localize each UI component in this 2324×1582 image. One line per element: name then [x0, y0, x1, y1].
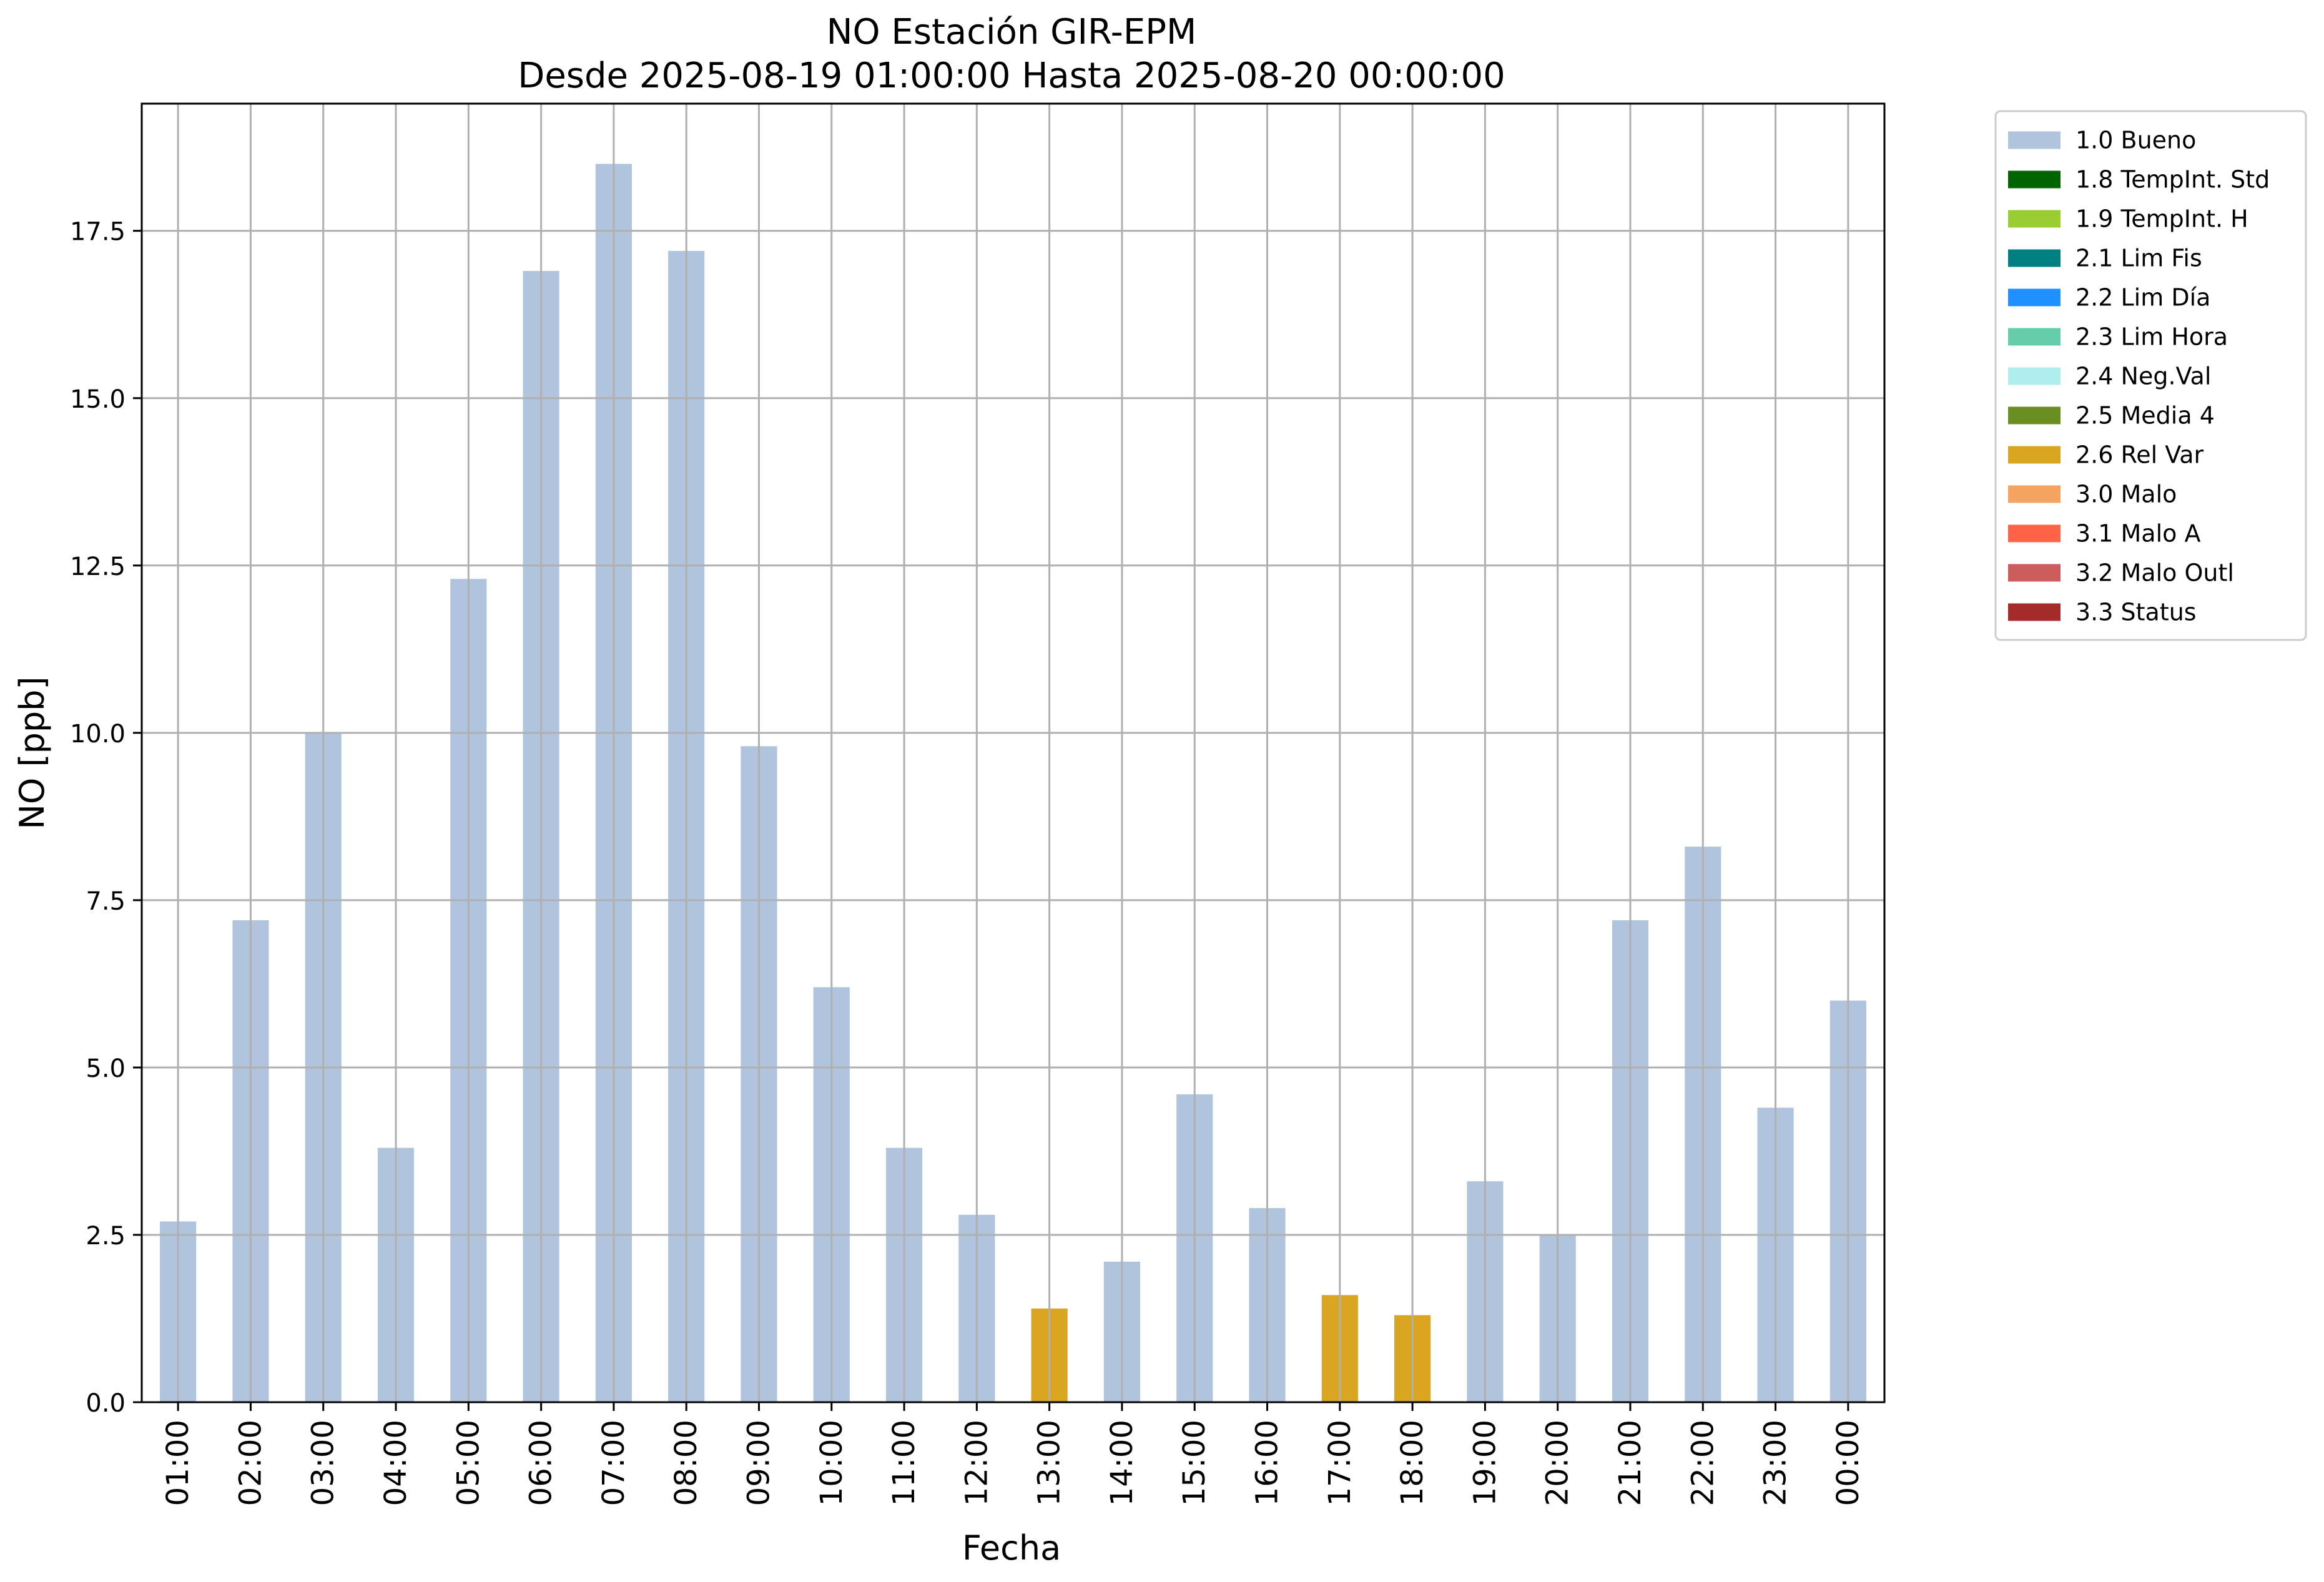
legend-entry: 2.5 Media 4 [2075, 402, 2215, 430]
legend-entry: 3.0 Malo [2075, 481, 2177, 508]
x-tick-label: 19:00 [1467, 1420, 1502, 1506]
y-tick-label: 5.0 [86, 1054, 126, 1083]
x-tick-label: 23:00 [1758, 1420, 1793, 1506]
x-axis-label: Fecha [962, 1528, 1061, 1568]
legend-swatch [2008, 131, 2061, 149]
plot-frame [140, 102, 1886, 1403]
y-tick-label: 2.5 [86, 1222, 126, 1250]
legend-entry: 3.1 Malo A [2075, 520, 2200, 548]
x-tick-label: 10:00 [814, 1420, 849, 1506]
legend-entry: 3.3 Status [2075, 599, 2197, 626]
legend-swatch [2008, 170, 2061, 189]
grid [142, 104, 1884, 1403]
legend-entry: 2.6 Rel Var [2075, 441, 2204, 469]
x-tick-label: 20:00 [1540, 1420, 1575, 1506]
legend-entry: 1.8 TempInt. Std [2075, 166, 2270, 194]
legend-entry: 2.1 Lim Fis [2075, 245, 2202, 272]
legend-swatch [2008, 485, 2061, 503]
x-axis: 01:00 02:00 03:00 04:00 05:00 06:00 07:00 08:00… [160, 1402, 1866, 1506]
legend-box [1994, 110, 2307, 641]
x-tick-label: 01:00 [160, 1420, 195, 1506]
x-tick-label: 15:00 [1177, 1420, 1212, 1506]
chart-title: NO Estación GIR-EPM [827, 12, 1197, 52]
x-tick-label: 05:00 [451, 1420, 486, 1506]
legend-swatch [2008, 328, 2061, 346]
x-tick-label: 14:00 [1105, 1420, 1140, 1506]
chart-subtitle: Desde 2025-08-19 01:00:00 Hasta 2025-08-… [518, 56, 1505, 96]
legend-entry: 3.2 Malo Outl [2075, 559, 2234, 587]
x-tick-label: 13:00 [1032, 1420, 1067, 1506]
x-tick-label: 07:00 [596, 1420, 631, 1506]
legend: 1.0 Bueno 1.8 TempInt. Std 1.9 TempInt. H 2… [1994, 110, 2307, 641]
legend-entry: 2.2 Lim Día [2075, 284, 2210, 312]
legend-swatch [2008, 603, 2061, 621]
legend-swatch [2008, 564, 2061, 582]
x-tick-label: 02:00 [233, 1420, 268, 1506]
legend-swatch [2008, 406, 2061, 425]
y-axis: 0.0 2.5 5.0 7.5 10.0 12.5 15.0 17.5 [70, 218, 142, 1418]
y-tick-label: 10.0 [70, 720, 126, 749]
legend-entry: 1.9 TempInt. H [2075, 205, 2248, 233]
x-tick-label: 18:00 [1395, 1420, 1430, 1506]
y-tick-label: 12.5 [70, 553, 126, 581]
x-tick-label: 16:00 [1250, 1420, 1285, 1506]
legend-swatch [2008, 367, 2061, 385]
x-tick-label: 00:00 [1831, 1420, 1866, 1506]
x-tick-label: 17:00 [1322, 1420, 1357, 1506]
x-tick-label: 03:00 [306, 1420, 341, 1506]
x-tick-label: 04:00 [378, 1420, 413, 1506]
y-tick-label: 15.0 [70, 385, 126, 414]
legend-swatch [2008, 446, 2061, 464]
legend-swatch [2008, 249, 2061, 267]
y-tick-label: 17.5 [70, 218, 126, 247]
x-tick-label: 08:00 [669, 1420, 704, 1506]
x-tick-label: 12:00 [959, 1420, 994, 1506]
x-tick-label: 09:00 [741, 1420, 776, 1506]
legend-entry: 2.3 Lim Hora [2075, 323, 2228, 351]
legend-swatch [2008, 288, 2061, 307]
x-tick-label: 06:00 [524, 1420, 559, 1506]
legend-entry: 2.4 Neg.Val [2075, 363, 2211, 390]
x-tick-label: 11:00 [887, 1420, 922, 1506]
x-tick-label: 22:00 [1685, 1420, 1720, 1506]
legend-entry: 1.0 Bueno [2075, 127, 2196, 154]
y-tick-label: 0.0 [86, 1389, 126, 1418]
y-tick-label: 7.5 [86, 887, 126, 916]
y-axis-label: NO [ppb] [12, 676, 52, 829]
legend-swatch [2008, 210, 2061, 228]
legend-swatch [2008, 524, 2061, 543]
x-tick-label: 21:00 [1613, 1420, 1648, 1506]
